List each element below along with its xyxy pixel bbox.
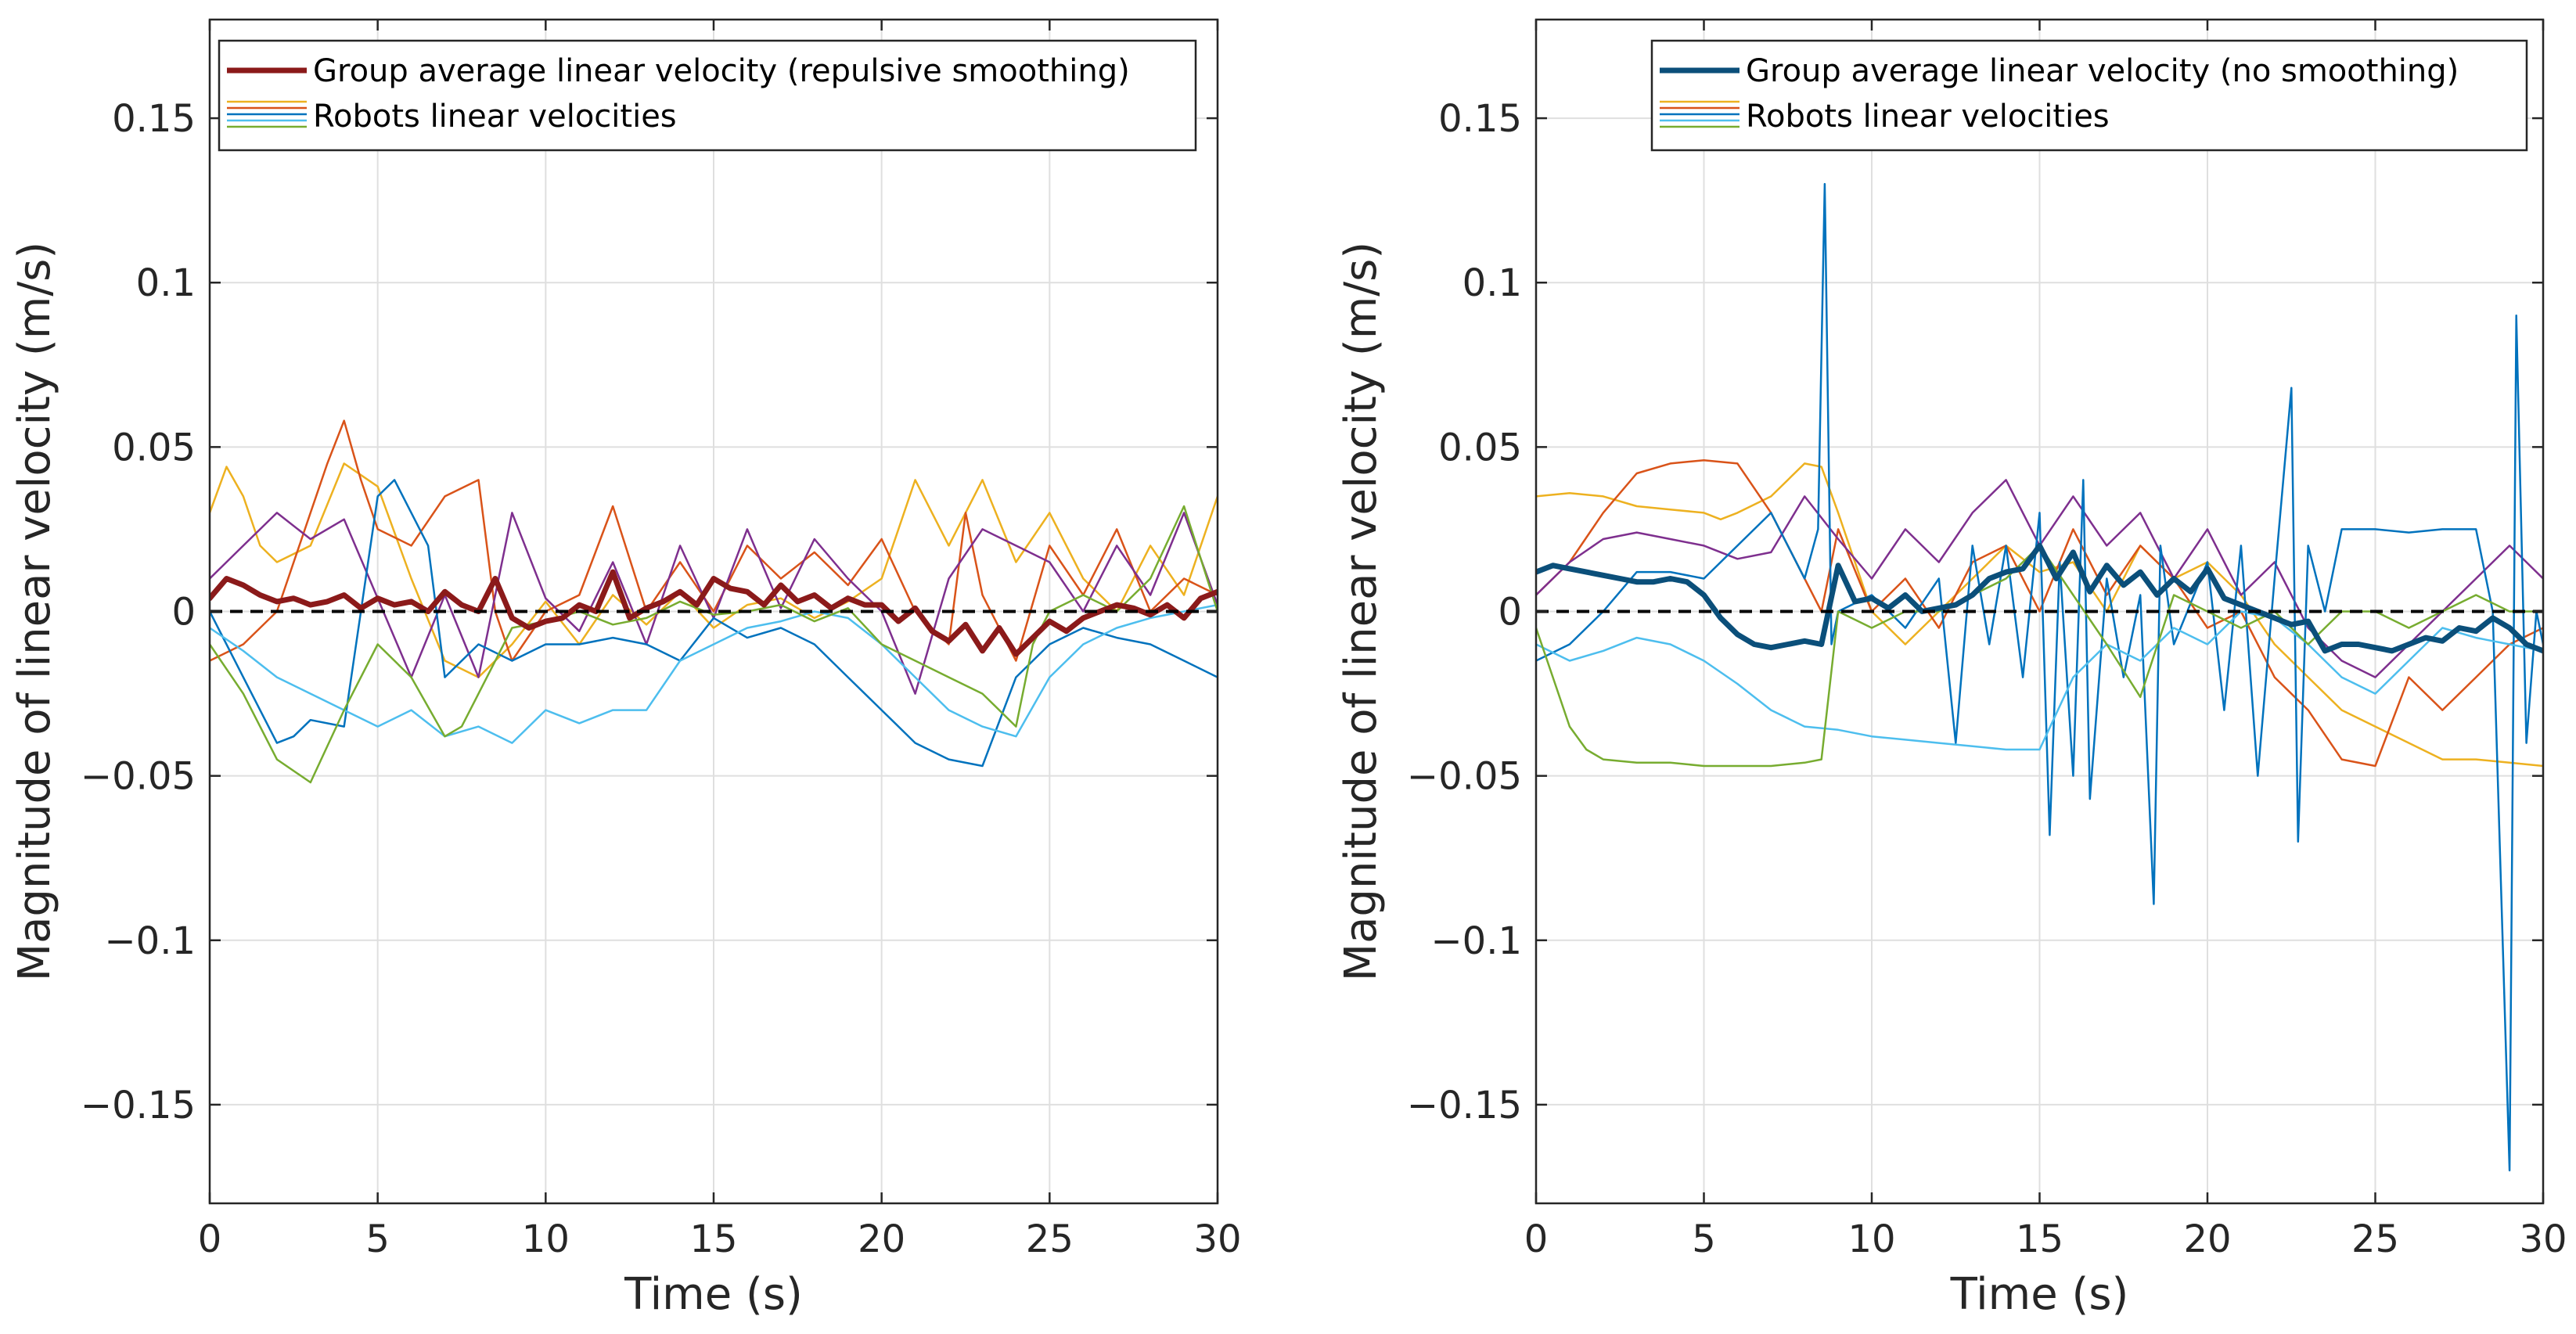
y-tick-label: 0.15	[112, 97, 196, 141]
legend: Group average linear velocity (no smooth…	[1650, 39, 2528, 152]
y-tick-label: 0.1	[136, 261, 196, 305]
y-axis-label: Magnitude of linear velocity (m/s)	[9, 242, 60, 981]
series-line-robot-2	[1536, 458, 2543, 768]
left-panel: 0 5 10 15 20 25 30 −0.15 −0.1 −0.05 0 0.05 0.1 0.15 Ti…	[9, 18, 1242, 1320]
legend-label-robots: Robots linear velocities	[1746, 99, 2110, 135]
y-tick-label: 0	[1498, 591, 1522, 635]
series-group	[210, 419, 1218, 784]
x-tick-label: 25	[1026, 1217, 1074, 1261]
x-tick-label: 20	[858, 1217, 905, 1261]
series-line-robot-6	[210, 505, 1218, 784]
x-tick-label: 25	[2351, 1217, 2399, 1261]
x-tick-label: 15	[2016, 1217, 2063, 1261]
series-line-group-average-linear-velocity-repulsive-smoothing-	[210, 569, 1218, 657]
legend-label-average: Group average linear velocity (no smooth…	[1746, 53, 2459, 89]
legend: Group average linear velocity (repulsive…	[218, 39, 1197, 152]
series-line-robot-2	[210, 419, 1218, 662]
series-line-robot-5	[210, 603, 1218, 744]
y-tick-label: −0.05	[1407, 755, 1522, 799]
x-tick-label: 30	[1193, 1217, 1241, 1261]
x-tick-label: 10	[522, 1217, 570, 1261]
x-tick-label: 15	[689, 1217, 737, 1261]
x-tick-label: 30	[2519, 1217, 2567, 1261]
x-axis-label: Time (s)	[624, 1269, 803, 1320]
y-tick-label: 0.05	[112, 426, 196, 469]
legend-label-average: Group average linear velocity (repulsive…	[313, 53, 1130, 89]
y-axis-label: Magnitude of linear velocity (m/s)	[1336, 242, 1387, 981]
x-tick-label: 5	[1692, 1217, 1716, 1261]
legend-box	[218, 39, 1197, 152]
x-tick-label: 5	[365, 1217, 390, 1261]
y-tick-label: −0.15	[81, 1084, 196, 1127]
y-tick-label: 0	[171, 591, 196, 635]
y-tick-label: −0.05	[81, 755, 196, 799]
y-tick-label: −0.1	[104, 919, 196, 963]
legend-label-robots: Robots linear velocities	[313, 99, 677, 135]
x-axis-label: Time (s)	[1950, 1269, 2129, 1320]
x-tick-label: 10	[1847, 1217, 1895, 1261]
y-tick-label: 0.05	[1438, 426, 1522, 469]
x-tick-label: 0	[1524, 1217, 1549, 1261]
series-group	[1536, 182, 2543, 1172]
series-line-group-average-linear-velocity-no-smoothing-	[1536, 542, 2543, 654]
series-line-robot-4	[1536, 182, 2543, 1172]
right-panel: 0 5 10 15 20 25 30 −0.15 −0.1 −0.05 0 0.05 0.1 0.15 Ti…	[1336, 18, 2567, 1320]
y-tick-label: −0.1	[1430, 919, 1522, 963]
series-line-robot-5	[1536, 610, 2543, 751]
y-tick-label: −0.15	[1407, 1084, 1522, 1127]
y-tick-label: 0.15	[1438, 97, 1522, 141]
x-tick-label: 0	[198, 1217, 222, 1261]
y-tick-label: 0.1	[1462, 261, 1522, 305]
legend-box	[1650, 39, 2528, 152]
x-tick-label: 20	[2183, 1217, 2231, 1261]
